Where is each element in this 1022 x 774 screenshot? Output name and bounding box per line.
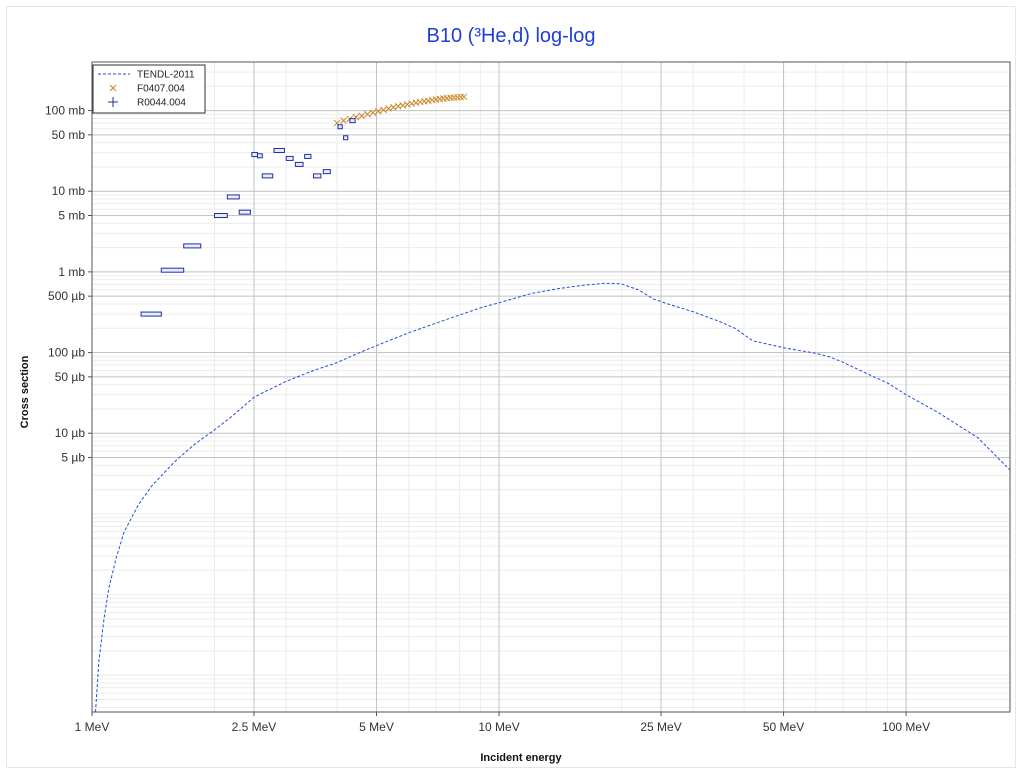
x-marker-stroke	[408, 100, 416, 107]
y-tick-label: 10 mb	[52, 184, 86, 198]
axes: 1 MeV 2.5 MeV 5 MeV 10 MeV 25 MeV 50 MeV 100 M…	[45, 61, 1011, 734]
data-point-f0407	[369, 109, 377, 117]
data-point-f0407	[385, 105, 392, 112]
data-point-f0407	[460, 93, 468, 101]
data-point-r0044	[256, 153, 263, 159]
data-point-r0044	[312, 173, 322, 179]
data-point-r0044	[238, 209, 251, 215]
x-marker-stroke	[412, 99, 420, 107]
y-tick-label: 10 µb	[55, 426, 86, 440]
data-point-r0044	[343, 135, 349, 141]
legend-label: R0044.004	[137, 98, 186, 109]
x-tick-label: 50 MeV	[763, 720, 804, 734]
data-point-r0044	[214, 213, 228, 219]
x-tick-label: 25 MeV	[640, 720, 681, 734]
x-marker-stroke	[380, 106, 387, 114]
x-marker-stroke	[340, 117, 347, 124]
x-marker-stroke	[385, 105, 392, 112]
x-marker-stroke	[399, 102, 407, 109]
data-point-f0407	[340, 117, 347, 124]
y-tick-label: 5 mb	[58, 209, 85, 223]
data-point-r0044	[304, 153, 312, 159]
x-tick-label: 1 MeV	[75, 720, 110, 734]
data-point-r0044	[251, 152, 258, 158]
x-marker-stroke	[390, 103, 397, 111]
x-tick-label: 100 MeV	[882, 720, 930, 734]
y-axis-title: Cross section	[19, 355, 31, 428]
data-point-r0044	[322, 169, 331, 175]
data-point-r0044	[183, 243, 202, 249]
x-tick-label: 10 MeV	[478, 720, 519, 734]
chart-frame	[6, 6, 1016, 768]
legend-label: F0407.004	[137, 84, 185, 95]
y-tick-label: 50 mb	[52, 128, 86, 142]
x-marker-stroke	[460, 93, 468, 101]
x-tick-label: 2.5 MeV	[232, 720, 277, 734]
data-point-r0044	[140, 311, 162, 317]
plot-background	[92, 62, 1010, 712]
plot-border	[91, 61, 1011, 713]
y-tick-label: 100 mb	[45, 104, 85, 118]
x-tick-label: 5 MeV	[359, 720, 394, 734]
plot-area	[92, 62, 1010, 712]
legend: TENDL-2011 F0407.004 R0044.004	[92, 64, 206, 114]
x-marker-stroke	[394, 102, 402, 110]
data-point-r0044	[337, 124, 343, 130]
data-point-r0044	[226, 194, 240, 200]
x-marker-stroke	[333, 119, 341, 127]
chart-title: B10 (³He,d) log-log	[427, 25, 596, 47]
legend-swatch-x	[109, 84, 117, 92]
x-marker-stroke	[364, 110, 371, 118]
y-tick-label: 50 µb	[55, 370, 86, 384]
data-point-f0407	[374, 107, 382, 115]
y-tick-label: 5 µb	[61, 451, 85, 465]
y-tick-label: 500 µb	[48, 289, 85, 303]
y-tick-label: 100 µb	[48, 346, 85, 360]
data-point-r0044	[294, 161, 304, 167]
data-point-f0407	[364, 110, 371, 118]
grid	[91, 61, 1010, 712]
data-point-r0044	[160, 267, 185, 273]
y-tick-label: 1 mb	[58, 265, 85, 279]
data-point-r0044	[285, 155, 294, 161]
x-axis-title: Incident energy	[480, 752, 562, 764]
data-point-r0044	[273, 147, 285, 153]
data-point-f0407	[380, 106, 387, 114]
x-marker-stroke	[374, 107, 382, 115]
data-point-r0044	[349, 118, 356, 124]
series-line-tendl-2011	[95, 282, 1011, 713]
series-layer	[95, 93, 1011, 713]
data-point-f0407	[358, 112, 366, 120]
x-marker-stroke	[369, 109, 377, 117]
legend-label: TENDL-2011	[137, 70, 195, 81]
data-point-r0044	[261, 173, 274, 179]
x-marker-stroke	[403, 101, 411, 108]
x-marker-stroke	[358, 112, 366, 120]
